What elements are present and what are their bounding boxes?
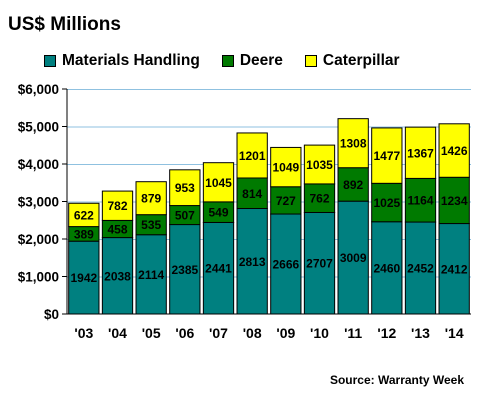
data-label-deere: 762 <box>309 192 329 206</box>
bar-caterpillar <box>270 146 302 188</box>
y-tick-label: $2,000 <box>18 232 59 247</box>
x-tick-label: '11 <box>344 325 362 341</box>
bar-materials-handling <box>270 213 302 315</box>
bar-materials-handling <box>169 224 201 315</box>
bar-caterpillar <box>135 181 167 216</box>
data-label-materials-handling: 2038 <box>104 269 131 283</box>
data-label-deere: 549 <box>208 206 228 220</box>
bar-caterpillar <box>236 132 268 179</box>
data-label-deere: 1164 <box>407 194 433 208</box>
legend-item-deere: Deere <box>221 52 283 70</box>
data-label-caterpillar: 1045 <box>205 176 232 190</box>
y-tick-label: $6,000 <box>18 82 59 97</box>
bar-materials-handling <box>371 221 403 315</box>
x-tick-label: '14 <box>445 325 464 341</box>
data-label-materials-handling: 3009 <box>340 251 367 265</box>
legend-label-deere: Deere <box>239 52 283 69</box>
bar-caterpillar <box>371 127 403 184</box>
data-label-caterpillar: 1201 <box>239 149 266 163</box>
data-label-caterpillar: 953 <box>175 181 195 195</box>
data-label-deere: 535 <box>141 218 161 232</box>
bar-materials-handling <box>202 221 235 315</box>
bar-deere <box>404 177 437 223</box>
legend-item-materials-handling: Materials Handling <box>44 52 200 70</box>
bar-caterpillar <box>404 126 437 179</box>
data-label-deere: 458 <box>107 222 127 236</box>
x-tick-label: '06 <box>175 325 194 341</box>
x-tick-label: '13 <box>411 325 430 341</box>
bar-deere <box>303 183 336 213</box>
bar-deere <box>438 176 470 225</box>
x-tick-label: '05 <box>142 325 161 341</box>
bar-materials-handling <box>236 208 268 315</box>
legend-swatch-deere <box>221 55 234 67</box>
y-tick-label: $4,000 <box>18 157 59 172</box>
data-label-deere: 1025 <box>373 196 400 210</box>
y-tick-label: $5,000 <box>18 120 59 135</box>
data-label-materials-handling: 2441 <box>205 262 232 276</box>
bar-caterpillar <box>101 190 134 221</box>
data-label-materials-handling: 2452 <box>407 262 434 276</box>
data-label-deere: 1234 <box>441 194 468 208</box>
y-tick-label: $1,000 <box>18 270 59 285</box>
y-tick-label: $0 <box>44 307 59 322</box>
legend-label-materials-handling: Materials Handling <box>62 52 200 69</box>
data-label-caterpillar: 1367 <box>407 146 434 160</box>
data-label-caterpillar: 1035 <box>306 158 333 172</box>
data-label-deere: 892 <box>343 178 363 192</box>
data-label-materials-handling: 2666 <box>272 258 299 272</box>
bar-caterpillar <box>169 169 201 207</box>
x-tick-label: '07 <box>209 325 228 341</box>
data-label-deere: 507 <box>175 209 195 223</box>
bar-caterpillar <box>303 144 336 185</box>
legend-swatch-materials-handling <box>44 55 56 67</box>
y-tick-label: $3,000 <box>18 195 59 210</box>
x-tick-label: '12 <box>377 325 396 341</box>
data-label-caterpillar: 1477 <box>373 149 400 163</box>
data-label-materials-handling: 2412 <box>441 262 468 276</box>
bar-caterpillar <box>202 162 235 203</box>
data-label-caterpillar: 879 <box>141 192 161 206</box>
source-note: Source: Warranty Week <box>329 373 464 387</box>
x-tick-label: '04 <box>108 325 127 341</box>
data-label-caterpillar: 1426 <box>441 144 468 158</box>
data-label-materials-handling: 1942 <box>70 271 97 285</box>
data-label-caterpillar: 782 <box>107 199 127 213</box>
data-label-deere: 814 <box>242 187 262 201</box>
legend-label-caterpillar: Caterpillar <box>322 52 400 69</box>
legend-swatch-caterpillar <box>304 55 317 67</box>
bar-deere <box>371 182 403 223</box>
bar-caterpillar <box>438 123 470 178</box>
data-label-caterpillar: 622 <box>74 208 94 222</box>
data-label-materials-handling: 2460 <box>373 261 400 275</box>
data-label-materials-handling: 2385 <box>171 263 198 277</box>
data-label-caterpillar: 1049 <box>272 161 299 175</box>
bar-materials-handling <box>68 240 100 315</box>
x-tick-label: '08 <box>243 325 262 341</box>
chart-title: US$ Millions <box>8 14 121 35</box>
legend-item-caterpillar: Caterpillar <box>304 52 400 70</box>
data-label-deere: 727 <box>276 194 296 208</box>
x-tick-label: '09 <box>276 325 295 341</box>
data-label-materials-handling: 2114 <box>138 268 164 282</box>
data-label-deere: 389 <box>74 227 94 241</box>
x-tick-label: '03 <box>74 325 93 341</box>
x-tick-label: '10 <box>310 325 329 341</box>
bar-deere <box>270 186 302 215</box>
data-label-caterpillar: 1308 <box>340 137 367 151</box>
bar-caterpillar <box>337 118 369 169</box>
bar-caterpillar <box>68 202 100 228</box>
bar-materials-handling <box>303 211 336 315</box>
bar-deere <box>236 177 268 210</box>
bar-deere <box>337 167 369 202</box>
data-label-materials-handling: 2707 <box>306 257 333 271</box>
data-label-materials-handling: 2813 <box>239 255 266 269</box>
legend: Materials Handling Deere Caterpillar <box>44 52 400 70</box>
